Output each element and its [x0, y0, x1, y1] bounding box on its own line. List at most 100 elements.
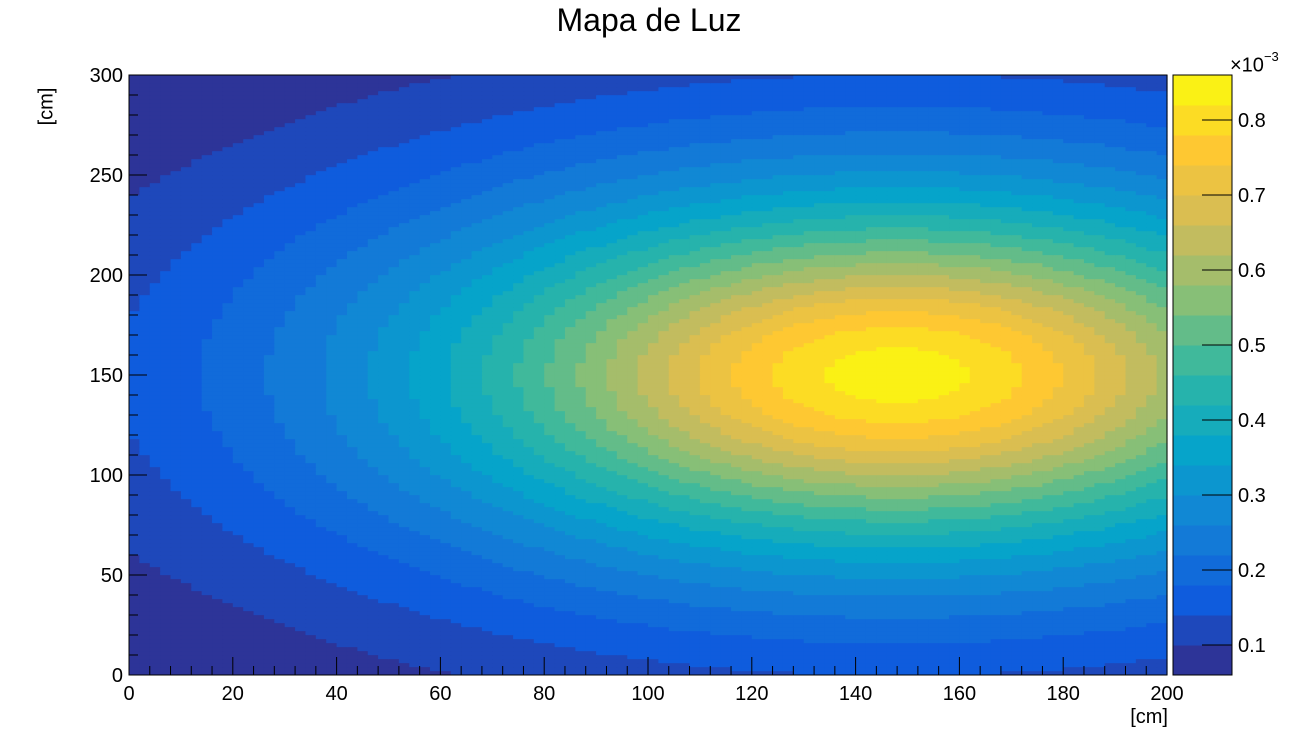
- heatmap-cell: [180, 523, 192, 528]
- heatmap-cell: [762, 507, 774, 512]
- heatmap-cell: [430, 527, 441, 532]
- heatmap-cell: [865, 535, 877, 540]
- heatmap-cell: [897, 475, 909, 480]
- heatmap-cell: [492, 627, 504, 632]
- heatmap-cell: [149, 623, 161, 628]
- heatmap-cell: [160, 615, 172, 620]
- heatmap-cell: [959, 511, 971, 516]
- heatmap-cell: [1146, 507, 1158, 512]
- heatmap-cell: [959, 607, 971, 612]
- heatmap-cell: [243, 487, 255, 492]
- heatmap-cell: [170, 615, 182, 620]
- heatmap-cell: [243, 623, 255, 628]
- heatmap-cell: [772, 667, 784, 672]
- heatmap-cell: [554, 551, 566, 556]
- heatmap-cell: [326, 531, 338, 536]
- heatmap-cell: [398, 647, 410, 652]
- heatmap-cell: [346, 535, 358, 540]
- heatmap-cell: [596, 583, 608, 588]
- heatmap-cell: [523, 555, 535, 560]
- heatmap-cell: [471, 579, 483, 584]
- heatmap-cell: [959, 535, 971, 540]
- heatmap-cell: [917, 671, 929, 676]
- heatmap-cell: [440, 655, 452, 660]
- heatmap-cell: [1135, 591, 1147, 596]
- heatmap-cell: [803, 495, 815, 500]
- heatmap-cell: [274, 483, 286, 488]
- heatmap-cell: [575, 567, 587, 572]
- heatmap-cell: [492, 511, 504, 516]
- heatmap-cell: [160, 591, 172, 596]
- heatmap-cell: [149, 671, 161, 676]
- heatmap-cell: [481, 535, 493, 540]
- heatmap-cell: [305, 603, 317, 608]
- heatmap-cell: [637, 583, 649, 588]
- heatmap-cell: [430, 647, 441, 652]
- heatmap-cell: [430, 587, 441, 592]
- heatmap-cell: [648, 567, 659, 572]
- heatmap-cell: [149, 643, 161, 648]
- heatmap-cell: [1083, 555, 1095, 560]
- heatmap-cell: [295, 615, 307, 620]
- heatmap-cell: [720, 523, 732, 528]
- heatmap-cell: [637, 599, 649, 604]
- heatmap-cell: [492, 527, 504, 532]
- heatmap-cell: [1073, 535, 1085, 540]
- heatmap-cell: [585, 607, 597, 612]
- heatmap-cell: [170, 583, 182, 588]
- heatmap-cell: [409, 647, 421, 652]
- heatmap-cell: [129, 487, 140, 492]
- heatmap-cell: [533, 547, 545, 552]
- heatmap-cell: [980, 591, 992, 596]
- heatmap-cell: [450, 483, 462, 488]
- heatmap-cell: [793, 611, 805, 616]
- heatmap-cell: [544, 523, 556, 528]
- heatmap-cell: [1135, 495, 1147, 500]
- heatmap-cell: [139, 627, 151, 632]
- heatmap-cell: [544, 539, 556, 544]
- heatmap-cell: [876, 539, 888, 544]
- heatmap-cell: [917, 603, 929, 608]
- heatmap-cell: [637, 623, 649, 628]
- heatmap-cell: [263, 599, 275, 604]
- heatmap-cell: [990, 527, 1002, 532]
- heatmap-cell: [544, 591, 556, 596]
- heatmap-cell: [160, 643, 172, 648]
- heatmap-cell: [180, 535, 192, 540]
- heatmap-cell: [1146, 503, 1158, 508]
- heatmap-cell: [481, 507, 493, 512]
- heatmap-cell: [679, 571, 691, 576]
- heatmap-cell: [938, 631, 950, 636]
- heatmap-cell: [1032, 579, 1044, 584]
- heatmap-cell: [907, 591, 919, 596]
- heatmap-cell: [492, 579, 504, 584]
- heatmap-cell: [513, 519, 525, 524]
- heatmap-cell: [367, 607, 379, 612]
- heatmap-cell: [1073, 591, 1085, 596]
- heatmap-cell: [263, 583, 275, 588]
- heatmap-cell: [897, 519, 909, 524]
- heatmap-cell: [616, 615, 628, 620]
- heatmap-cell: [731, 599, 743, 604]
- heatmap-cell: [419, 619, 431, 624]
- heatmap-cell: [1032, 547, 1044, 552]
- heatmap-cell: [907, 547, 919, 552]
- heatmap-cell: [772, 543, 784, 548]
- heatmap-cell: [461, 551, 473, 556]
- heatmap-cell: [201, 475, 213, 480]
- heatmap-cell: [274, 495, 286, 500]
- heatmap-cell: [513, 591, 525, 596]
- heatmap-cell: [648, 507, 659, 512]
- heatmap-cell: [1135, 539, 1147, 544]
- heatmap-cell: [886, 595, 898, 600]
- heatmap-cell: [720, 607, 732, 612]
- heatmap-cell: [388, 547, 400, 552]
- heatmap-cell: [762, 611, 774, 616]
- heatmap-cell: [232, 623, 244, 628]
- heatmap-cell: [212, 615, 224, 620]
- heatmap-cell: [564, 579, 576, 584]
- heatmap-cell: [471, 499, 483, 504]
- heatmap-cell: [284, 515, 296, 520]
- heatmap-cell: [824, 483, 836, 488]
- heatmap-cell: [731, 647, 743, 652]
